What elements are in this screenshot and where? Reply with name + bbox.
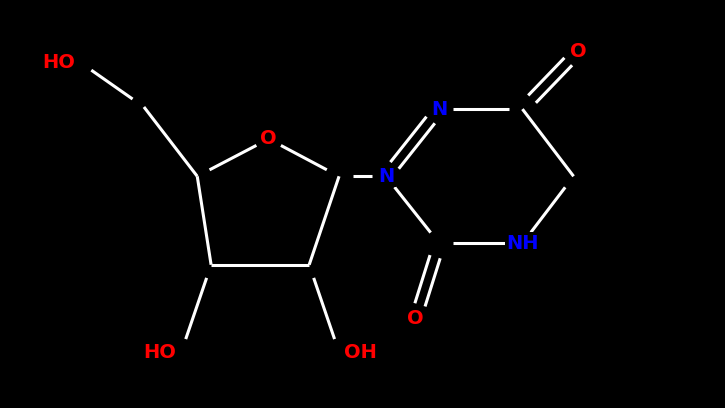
Text: O: O [407, 308, 424, 328]
Text: N: N [431, 100, 447, 119]
Text: O: O [260, 129, 277, 149]
Text: HO: HO [143, 343, 176, 362]
Text: NH: NH [506, 234, 539, 253]
Text: N: N [378, 167, 394, 186]
Text: HO: HO [42, 53, 75, 72]
Text: O: O [570, 42, 587, 61]
Text: OH: OH [344, 343, 377, 362]
